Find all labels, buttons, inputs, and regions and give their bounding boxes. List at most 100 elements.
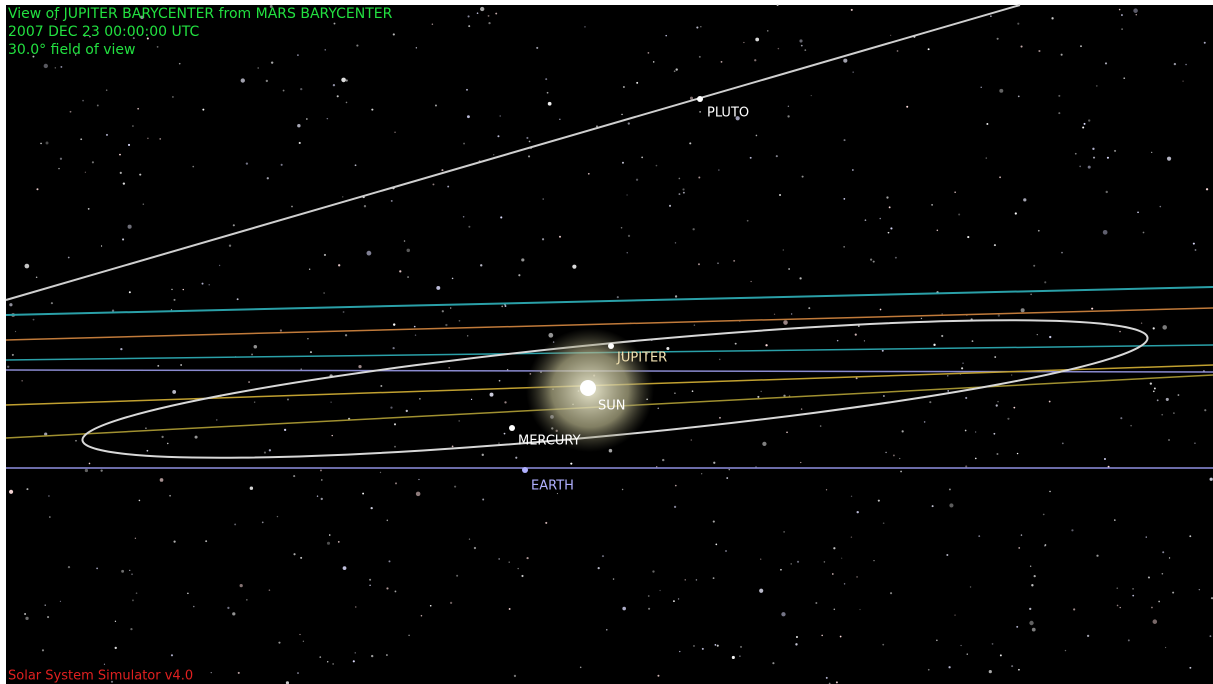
star — [167, 442, 169, 445]
star — [836, 339, 839, 342]
body-label: EARTH — [531, 479, 574, 494]
star — [698, 55, 701, 58]
star — [385, 654, 388, 657]
star — [772, 662, 775, 665]
star — [458, 319, 461, 322]
star — [394, 590, 397, 593]
star — [754, 59, 757, 62]
star — [321, 479, 323, 481]
star — [276, 515, 279, 518]
star — [1166, 156, 1172, 161]
star — [882, 643, 885, 646]
star — [819, 425, 822, 427]
star — [300, 87, 303, 91]
star — [886, 196, 889, 199]
pluto-orbit — [5, 4, 1021, 301]
star — [449, 601, 453, 605]
star — [689, 142, 692, 145]
star — [993, 432, 996, 435]
star — [456, 574, 459, 577]
star — [515, 456, 518, 459]
star — [145, 427, 147, 429]
star — [495, 12, 498, 15]
star — [24, 612, 27, 615]
star — [300, 556, 303, 559]
star — [1079, 165, 1081, 168]
star — [251, 353, 254, 356]
star — [476, 12, 479, 15]
star — [54, 18, 57, 21]
star — [161, 435, 164, 439]
star — [999, 88, 1004, 93]
star — [354, 164, 357, 167]
star — [58, 167, 60, 170]
star — [933, 343, 936, 347]
star — [1151, 606, 1153, 609]
star — [43, 63, 48, 69]
star — [270, 61, 274, 64]
star — [187, 592, 189, 595]
star — [870, 258, 873, 261]
star — [850, 536, 853, 538]
star — [692, 228, 695, 231]
star — [725, 550, 727, 552]
star — [159, 138, 162, 140]
star — [171, 96, 174, 98]
star — [675, 68, 678, 71]
star — [1042, 513, 1045, 516]
star — [662, 458, 665, 462]
star — [690, 439, 693, 441]
star — [896, 50, 899, 52]
star — [815, 601, 818, 604]
star — [170, 654, 174, 657]
star — [293, 475, 296, 478]
star — [171, 288, 173, 291]
star — [405, 409, 408, 413]
star — [354, 606, 357, 608]
star — [1061, 442, 1064, 445]
star — [418, 478, 420, 481]
star — [1152, 327, 1155, 330]
star — [1086, 634, 1090, 638]
star — [59, 600, 62, 602]
star — [466, 335, 469, 337]
star — [1029, 607, 1032, 611]
star — [1102, 229, 1108, 235]
star — [1114, 519, 1116, 521]
star — [1172, 591, 1175, 594]
star — [487, 15, 490, 17]
star — [1016, 625, 1019, 628]
star — [84, 468, 89, 473]
star — [790, 313, 793, 315]
star — [1087, 165, 1091, 169]
star — [673, 70, 676, 73]
star — [1058, 94, 1061, 97]
star — [888, 206, 891, 209]
star — [808, 307, 811, 310]
star — [447, 185, 450, 188]
star — [795, 635, 798, 639]
star — [1103, 458, 1106, 460]
star — [263, 451, 267, 454]
star — [371, 108, 374, 111]
star — [800, 408, 803, 410]
star — [800, 44, 803, 47]
star — [775, 155, 778, 158]
star — [947, 390, 950, 392]
star — [760, 558, 762, 560]
star — [336, 95, 339, 98]
star — [1182, 80, 1184, 82]
star — [678, 193, 681, 196]
star — [906, 105, 909, 108]
star — [7, 365, 10, 368]
star — [936, 639, 938, 642]
star — [579, 666, 582, 669]
star — [503, 432, 506, 435]
star — [927, 668, 930, 671]
star — [1177, 394, 1180, 396]
star — [1161, 572, 1164, 575]
star — [96, 104, 99, 107]
star — [1017, 95, 1020, 98]
star — [881, 349, 884, 352]
